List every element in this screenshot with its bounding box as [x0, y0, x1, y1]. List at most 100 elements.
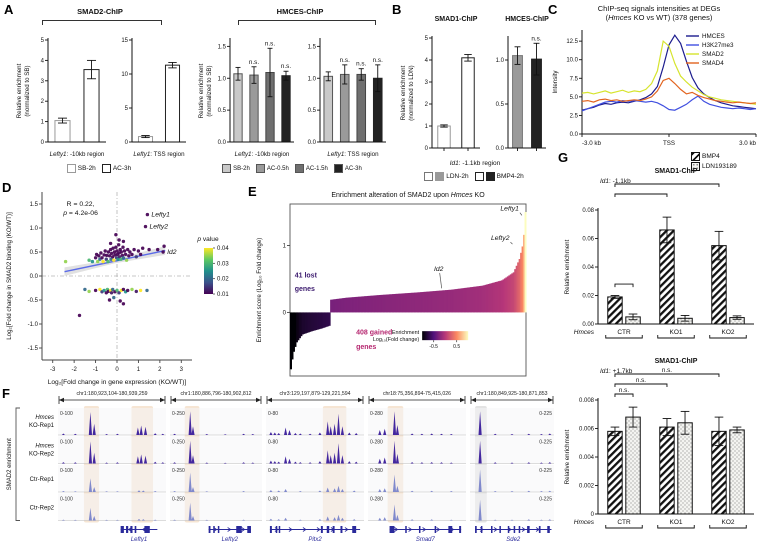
svg-text:-1: -1: [93, 367, 99, 373]
panel-label-a: A: [4, 2, 14, 17]
legend-label: AC-3h: [344, 165, 362, 172]
svg-text:Pitx2: Pitx2: [308, 537, 322, 542]
svg-text:H3K27me3: H3K27me3: [702, 42, 734, 49]
svg-text:0.02: 0.02: [582, 294, 594, 300]
svg-text:chr1:180,923,104-180,939,259: chr1:180,923,104-180,939,259: [77, 391, 148, 397]
legend-item: AC-0.5h: [255, 164, 289, 173]
svg-text:15: 15: [121, 38, 128, 44]
svg-text:Relative enrichment: Relative enrichment: [400, 65, 407, 120]
svg-text:4: 4: [41, 58, 45, 64]
svg-text:R = 0.22,: R = 0.22,: [67, 201, 95, 208]
svg-text:Id2: Id2: [434, 266, 444, 273]
svg-text:Lefty1: Lefty1: [151, 212, 170, 219]
legend-swatch: [691, 162, 700, 171]
svg-text:KO2: KO2: [721, 329, 734, 336]
svg-text:0.0: 0.0: [30, 274, 39, 280]
svg-text:Relative enrichment: Relative enrichment: [564, 239, 571, 294]
hmces-chip-bracket: [238, 20, 376, 25]
svg-text:1: 1: [283, 243, 287, 249]
svg-text:-0.5: -0.5: [28, 298, 39, 304]
panel-label-c: C: [548, 2, 558, 17]
svg-text:1: 1: [137, 367, 141, 373]
svg-text:SMAD2: SMAD2: [702, 51, 724, 58]
svg-text:0-280: 0-280: [370, 440, 383, 446]
svg-text:1.0: 1.0: [218, 76, 227, 82]
chart-smad1-chip-id1: 0 1 2 3 4 5 SMAD1-ChIP Relative enrichment (norm…: [400, 16, 480, 152]
legend-label: LDN193189: [702, 163, 737, 170]
legend-label: SB-2h: [233, 165, 250, 172]
svg-text:0-80: 0-80: [268, 411, 278, 417]
svg-text:0: 0: [115, 367, 119, 373]
legend-label: BMP4-2h: [496, 173, 524, 180]
svg-text:0.5: 0.5: [218, 108, 227, 114]
chart-smad2-binding-vs-expression-scatter: Lefty1 Lefty2 Id2 R = 0.22, p = 4.2e-06 -3 -2 -…: [6, 192, 229, 386]
legend-item: SB-2h: [66, 164, 96, 173]
chart-smad2-enrichment-waterfall: 0 1 Enrichment alteration of SMAD2 upon Hm…: [256, 192, 527, 377]
svg-text:0-225: 0-225: [539, 411, 552, 417]
legend-item: BMP4: [691, 152, 720, 161]
svg-text:Enrichment: Enrichment: [392, 330, 420, 336]
svg-text:0.008: 0.008: [579, 398, 595, 404]
svg-text:3: 3: [180, 367, 184, 373]
legend-swatch: [485, 172, 495, 181]
svg-text:-0.5: -0.5: [429, 344, 438, 350]
svg-text:TSS: TSS: [663, 140, 675, 147]
svg-text:Lefty1: TSS region: Lefty1: TSS region: [327, 151, 379, 158]
svg-text:1.5: 1.5: [30, 202, 39, 208]
svg-text:0-100: 0-100: [60, 440, 73, 446]
svg-text:0-100: 0-100: [60, 497, 73, 503]
legend-item: AC-3h: [333, 164, 362, 173]
svg-text:0-80: 0-80: [268, 497, 278, 503]
svg-text:0.0: 0.0: [218, 140, 227, 146]
svg-text:5: 5: [425, 36, 429, 42]
svg-text:Log₂[Fold change in SMAD2 bind: Log₂[Fold change in SMAD2 binding (KO/WT…: [6, 212, 13, 340]
svg-text:n.s.: n.s.: [265, 40, 275, 47]
svg-text:0.00: 0.00: [582, 322, 594, 328]
svg-text:CTR: CTR: [617, 329, 631, 336]
legend-swatch: [294, 164, 304, 173]
svg-text:0: 0: [125, 140, 129, 146]
legend-item: SB-2h: [222, 164, 250, 173]
svg-text:Lefty1: TSS region: Lefty1: TSS region: [133, 151, 185, 158]
svg-text:0-80: 0-80: [268, 468, 278, 474]
svg-text:0.0: 0.0: [496, 146, 505, 152]
chart-smad2-chip-lefty1-tss: 0 5 10 15 Lefty1: TSS region: [121, 38, 186, 158]
svg-text:0.0: 0.0: [570, 132, 579, 138]
svg-text:CTR: CTR: [617, 519, 631, 526]
legend-swatch: [474, 172, 484, 181]
svg-text:KO1: KO1: [669, 329, 682, 336]
svg-text:-1.0: -1.0: [28, 322, 39, 328]
svg-text:1.0: 1.0: [496, 58, 505, 64]
svg-text:n.s.: n.s.: [281, 63, 291, 70]
legend-label: AC-1.5h: [305, 165, 328, 172]
svg-text:12.5: 12.5: [566, 39, 578, 45]
legend-swatch: [435, 172, 445, 181]
svg-text:-3.0 kb: -3.0 kb: [582, 140, 601, 147]
svg-text:Enrichment score (Log₁₀ Fold c: Enrichment score (Log₁₀ Fold change): [256, 238, 263, 343]
svg-text:0.04: 0.04: [582, 265, 594, 271]
svg-text:n.s.: n.s.: [356, 61, 366, 68]
svg-text:KO2: KO2: [721, 519, 734, 526]
chart-hmces-chip-lefty1-10kb: n.s. n.s. n.s. 0.0 0.5 1.0 1.5 Lefty1: -10kb re…: [198, 38, 294, 158]
svg-text:41 lost: 41 lost: [295, 273, 318, 280]
svg-text:0.002: 0.002: [579, 484, 595, 490]
svg-text:-3: -3: [50, 367, 56, 373]
svg-text:0.5: 0.5: [496, 102, 505, 108]
svg-text:Id1: -1.1kb: Id1: -1.1kb: [600, 178, 631, 185]
svg-text:SMAD1-ChIP: SMAD1-ChIP: [435, 16, 478, 23]
svg-text:0.5: 0.5: [30, 250, 39, 256]
legend-item: BMP4-2h: [474, 172, 524, 181]
svg-text:n.s.: n.s.: [249, 59, 259, 66]
svg-text:SMAD1-ChIP: SMAD1-ChIP: [655, 168, 698, 175]
svg-text:0-250: 0-250: [172, 411, 185, 417]
svg-text:2: 2: [158, 367, 162, 373]
svg-text:10.0: 10.0: [566, 58, 578, 64]
svg-text:n.s.: n.s.: [373, 57, 383, 64]
genome-browser-tracks: SMAD2 enrichment Hmces KO-Rep1 Hmces KO-Rep2…: [7, 391, 554, 542]
legend-label: LDN-2h: [446, 173, 469, 180]
svg-text:KO-Rep2: KO-Rep2: [29, 452, 55, 458]
svg-text:-2: -2: [71, 367, 77, 373]
panel-label-b: B: [392, 2, 402, 17]
svg-text:1.0: 1.0: [30, 226, 39, 232]
svg-text:0.06: 0.06: [582, 237, 594, 243]
